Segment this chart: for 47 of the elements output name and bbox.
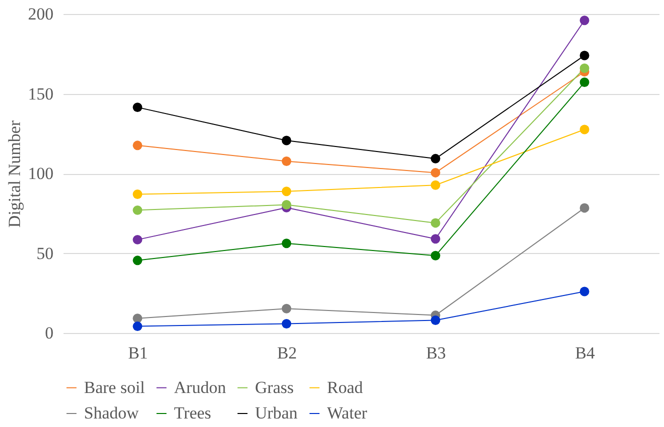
y-tick-label: 150	[28, 84, 54, 104]
point	[282, 200, 292, 210]
point	[282, 156, 292, 166]
point	[580, 286, 590, 296]
legend-label: Road	[327, 378, 364, 397]
point	[580, 124, 590, 134]
x-tick-label: B4	[575, 344, 596, 362]
point	[132, 205, 142, 215]
point	[282, 238, 292, 248]
legend-label: Urban	[255, 404, 298, 422]
point	[282, 304, 292, 314]
y-tick-label: 0	[45, 324, 54, 342]
point	[430, 234, 440, 244]
legend-label: Shadow	[84, 404, 140, 422]
point	[132, 256, 142, 266]
point	[132, 234, 142, 244]
point	[430, 180, 440, 190]
legend-label: Arudon	[174, 378, 226, 397]
point	[132, 322, 142, 332]
y-axis-title: Digital Number	[5, 120, 24, 228]
legend-label: Bare soil	[84, 378, 146, 397]
point	[430, 218, 440, 228]
point	[580, 78, 590, 87]
x-tick-label: B2	[277, 344, 297, 362]
y-tick-label: 50	[36, 244, 54, 263]
point	[580, 63, 590, 73]
point	[580, 50, 590, 60]
point	[132, 140, 142, 150]
point	[430, 168, 440, 178]
point	[132, 314, 142, 324]
point	[132, 190, 142, 199]
point	[430, 250, 440, 260]
point	[580, 16, 590, 26]
point	[580, 203, 590, 213]
point	[282, 136, 292, 146]
point	[132, 102, 142, 112]
point	[282, 186, 292, 196]
x-tick-label: B1	[128, 344, 148, 362]
x-tick-label: B3	[426, 344, 446, 362]
point	[430, 154, 440, 164]
legend-label: Trees	[174, 404, 212, 422]
legend-label: Grass	[255, 378, 294, 397]
y-tick-label: 100	[28, 164, 54, 183]
y-tick-label: 200	[28, 4, 54, 24]
legend-label: Water	[327, 404, 368, 422]
point	[282, 319, 292, 328]
point	[430, 316, 440, 325]
